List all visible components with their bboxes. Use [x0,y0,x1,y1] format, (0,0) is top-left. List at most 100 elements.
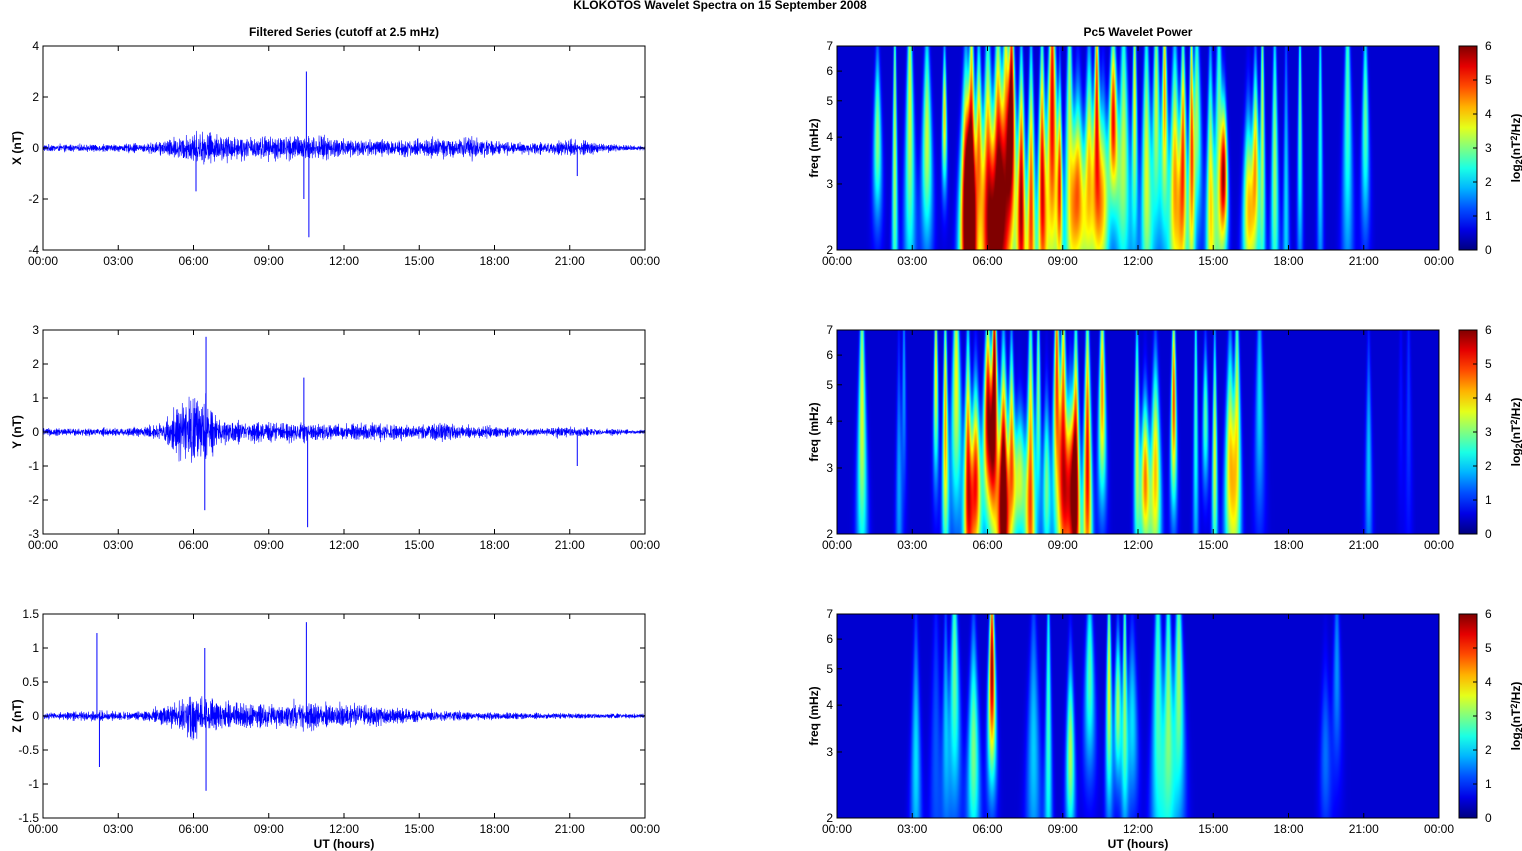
x-tick-label: 09:00 [254,538,284,552]
x-tick-label: 06:00 [972,254,1002,268]
x-tick-label: 06:00 [972,538,1002,552]
x-tick-label: 21:00 [1349,822,1379,836]
y-tick-label: 0 [32,425,39,439]
plot-grid: Filtered Series (cutoff at 2.5 mHz) -4 -2 0… [10,25,1522,851]
y-axis-label: Z (nT) [10,699,24,732]
colorbar: 0123456log2(nT2/Hz) [1458,607,1522,825]
series-plot-2: -3 -2 -1 0 1 2 3 00:00 03:00 06:00 09:00 12:00 15:00… [10,323,660,552]
y-tick-label: 2 [826,811,833,825]
x-tick-label: 21:00 [555,538,585,552]
x-tick-label: 09:00 [1048,822,1078,836]
colorbar-label-part: (nT [1509,140,1522,159]
x-tick-label: 21:00 [1349,538,1379,552]
colorbar-tick-label: 0 [1485,243,1492,257]
x-tick-label: 00:00 [28,538,58,552]
y-tick-label: 3 [826,177,833,191]
y-tick-label: -1 [28,777,39,791]
x-tick-label: 06:00 [178,254,208,268]
colorbar-tick-label: 6 [1485,323,1492,337]
y-tick-label: 4 [826,414,833,428]
colorbar: 0123456log2(nT2/Hz) [1458,39,1522,257]
y-tick-label: -1.5 [18,811,39,825]
y-tick-label: 0.5 [22,675,39,689]
x-tick-label: 03:00 [103,822,133,836]
x-tick-label: 12:00 [329,538,359,552]
wavelet-heatmap [837,330,1439,534]
x-tick-label: 03:00 [897,538,927,552]
x-tick-label: 15:00 [404,822,434,836]
y-tick-label: -1 [28,459,39,473]
x-tick-label: 12:00 [329,254,359,268]
y-tick-label: 7 [826,39,833,53]
colorbar-tick-label: 3 [1485,141,1492,155]
x-tick-label: 00:00 [630,822,660,836]
y-tick-label: 5 [826,662,833,676]
colorbar-label: log2(nT2/Hz) [1509,398,1522,467]
x-tick-label: 15:00 [404,538,434,552]
colorbar-label-part: log [1509,732,1522,750]
colorbar-tick-label: 1 [1485,493,1492,507]
x-tick-label: 18:00 [479,822,509,836]
y-axis-label: X (nT) [10,131,24,165]
colorbar-label-part: 2 [1514,727,1522,732]
colorbar-label-part: 2 [1514,159,1522,164]
colorbar-tick-label: 5 [1485,73,1492,87]
colorbar-tick-label: 2 [1485,743,1492,757]
x-tick-label: 03:00 [897,822,927,836]
wavelet-plot-2: 2 3 4 5 6 7 00:00 03:00 06:00 09:00 12:00 15:00 18:0… [807,323,1522,552]
x-tick-label: 06:00 [178,538,208,552]
colorbar-label-part: /Hz) [1509,114,1522,136]
colorbar: 0123456log2(nT2/Hz) [1458,323,1522,541]
x-tick-label: 03:00 [103,254,133,268]
y-axis-label: Y (nT) [10,415,24,449]
x-axis-label: UT (hours) [314,837,375,851]
x-tick-label: 12:00 [1123,538,1153,552]
wavelet-heatmap [837,614,1439,818]
x-tick-label: 12:00 [329,822,359,836]
colorbar-tick-label: 1 [1485,777,1492,791]
colorbar-tick-label: 4 [1485,107,1492,121]
y-tick-label: 0 [32,709,39,723]
y-tick-label: 2 [826,243,833,257]
x-tick-label: 00:00 [1424,254,1454,268]
colorbar-label-part: log [1509,164,1522,182]
colorbar-label-part: 2 [1509,704,1519,709]
x-tick-label: 18:00 [1273,538,1303,552]
y-tick-label: 4 [826,698,833,712]
y-tick-label: 6 [826,632,833,646]
series-trace [42,393,646,463]
colorbar-label: log2(nT2/Hz) [1509,682,1522,751]
y-tick-label: 4 [826,130,833,144]
y-tick-label: -0.5 [18,743,39,757]
colorbar-tick-label: 2 [1485,459,1492,473]
x-tick-label: 09:00 [1048,538,1078,552]
y-tick-label: 3 [32,323,39,337]
colorbar-tick-label: 2 [1485,175,1492,189]
colorbar-label-part: log [1509,448,1522,466]
y-tick-label: 1 [32,641,39,655]
x-tick-label: 00:00 [28,254,58,268]
x-tick-label: 12:00 [1123,254,1153,268]
x-tick-label: 15:00 [404,254,434,268]
colorbar-label-part: 2 [1509,420,1519,425]
colorbar-label-part: (nT [1509,424,1522,443]
x-tick-label: 00:00 [630,254,660,268]
x-tick-label: 18:00 [1273,822,1303,836]
x-tick-label: 12:00 [1123,822,1153,836]
x-tick-label: 00:00 [1424,822,1454,836]
colorbar-tick-label: 5 [1485,357,1492,371]
x-tick-label: 09:00 [1048,254,1078,268]
x-tick-label: 09:00 [254,822,284,836]
y-tick-label: 3 [826,745,833,759]
x-tick-label: 00:00 [822,538,852,552]
colorbar-tick-label: 0 [1485,811,1492,825]
y-tick-label: 6 [826,64,833,78]
colorbar-tick-label: 5 [1485,641,1492,655]
y-axis-label: freq (mHz) [807,118,821,177]
y-tick-label: 4 [32,39,39,53]
x-tick-label: 15:00 [1198,254,1228,268]
series-trace [42,130,646,165]
wavelet-plot-1: Pc5 Wavelet Power 2 3 4 5 6 7 00:00 03:00 06:00 09… [807,25,1522,268]
y-axis-label: freq (mHz) [807,686,821,745]
y-tick-label: 7 [826,607,833,621]
